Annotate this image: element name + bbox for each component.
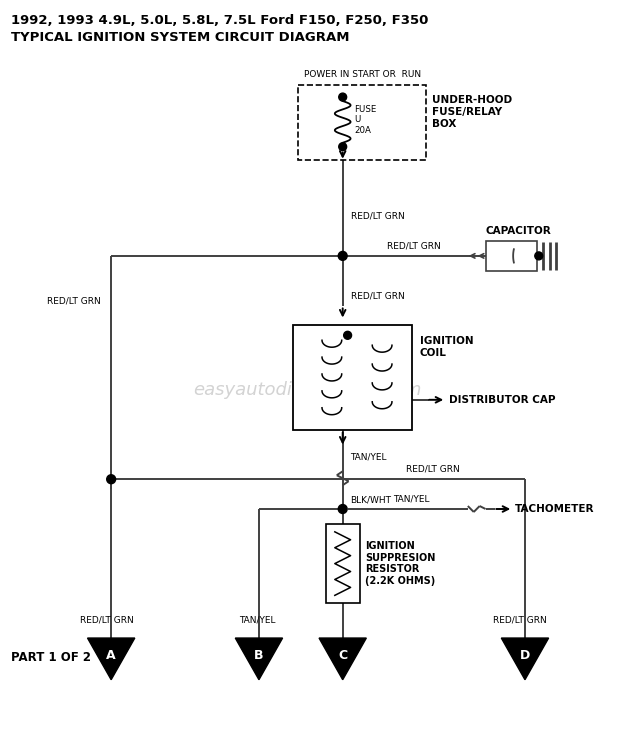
Bar [298,86,426,160]
Bar [326,524,360,603]
Text: RED/LT GRN: RED/LT GRN [47,296,101,305]
Polygon shape [88,638,135,680]
Text: TYPICAL IGNITION SYSTEM CIRCUIT DIAGRAM: TYPICAL IGNITION SYSTEM CIRCUIT DIAGRAM [11,31,349,44]
Circle shape [339,142,347,151]
Text: TAN/YEL: TAN/YEL [350,453,387,462]
Text: POWER IN START OR  RUN: POWER IN START OR RUN [304,70,421,79]
Text: TAN/YEL: TAN/YEL [239,616,276,625]
Text: TACHOMETER: TACHOMETER [515,504,595,514]
Text: DISTRIBUTOR CAP: DISTRIBUTOR CAP [449,394,556,405]
Circle shape [338,505,347,514]
Text: A: A [106,649,116,662]
Text: CAPACITOR: CAPACITOR [486,226,551,236]
Circle shape [535,252,543,260]
Text: IGNITION
SUPPRESION
RESISTOR
(2.2K OHMS): IGNITION SUPPRESION RESISTOR (2.2K OHMS) [365,542,436,586]
Circle shape [107,475,116,484]
Text: RED/LT GRN: RED/LT GRN [493,616,547,625]
Text: BLK/WHT: BLK/WHT [350,496,392,505]
Text: FUSE
U
20A: FUSE U 20A [355,105,377,135]
Circle shape [344,332,352,339]
Circle shape [338,251,347,260]
Text: UNDER-HOOD
FUSE/RELAY
BOX: UNDER-HOOD FUSE/RELAY BOX [433,95,512,128]
Text: RED/LT GRN: RED/LT GRN [407,465,460,474]
Text: D: D [520,649,530,662]
Polygon shape [235,638,282,680]
Text: B: B [254,649,264,662]
Circle shape [339,93,347,101]
Text: TAN/YEL: TAN/YEL [394,494,430,503]
Text: 1992, 1993 4.9L, 5.0L, 5.8L, 7.5L Ford F150, F250, F350: 1992, 1993 4.9L, 5.0L, 5.8L, 7.5L Ford F… [11,14,428,27]
Text: easyautodiagnostics.com: easyautodiagnostics.com [193,381,421,399]
Text: IGNITION
COIL: IGNITION COIL [420,337,473,358]
Text: C: C [338,649,347,662]
Text: RED/LT GRN: RED/LT GRN [350,291,404,300]
Polygon shape [501,638,549,680]
Text: RED/LT GRN: RED/LT GRN [350,211,404,220]
Bar [294,326,412,430]
Polygon shape [319,638,366,680]
Text: PART 1 OF 2: PART 1 OF 2 [11,652,91,664]
Bar [486,241,537,271]
Text: RED/LT GRN: RED/LT GRN [80,616,133,625]
Text: RED/LT GRN: RED/LT GRN [387,242,441,250]
